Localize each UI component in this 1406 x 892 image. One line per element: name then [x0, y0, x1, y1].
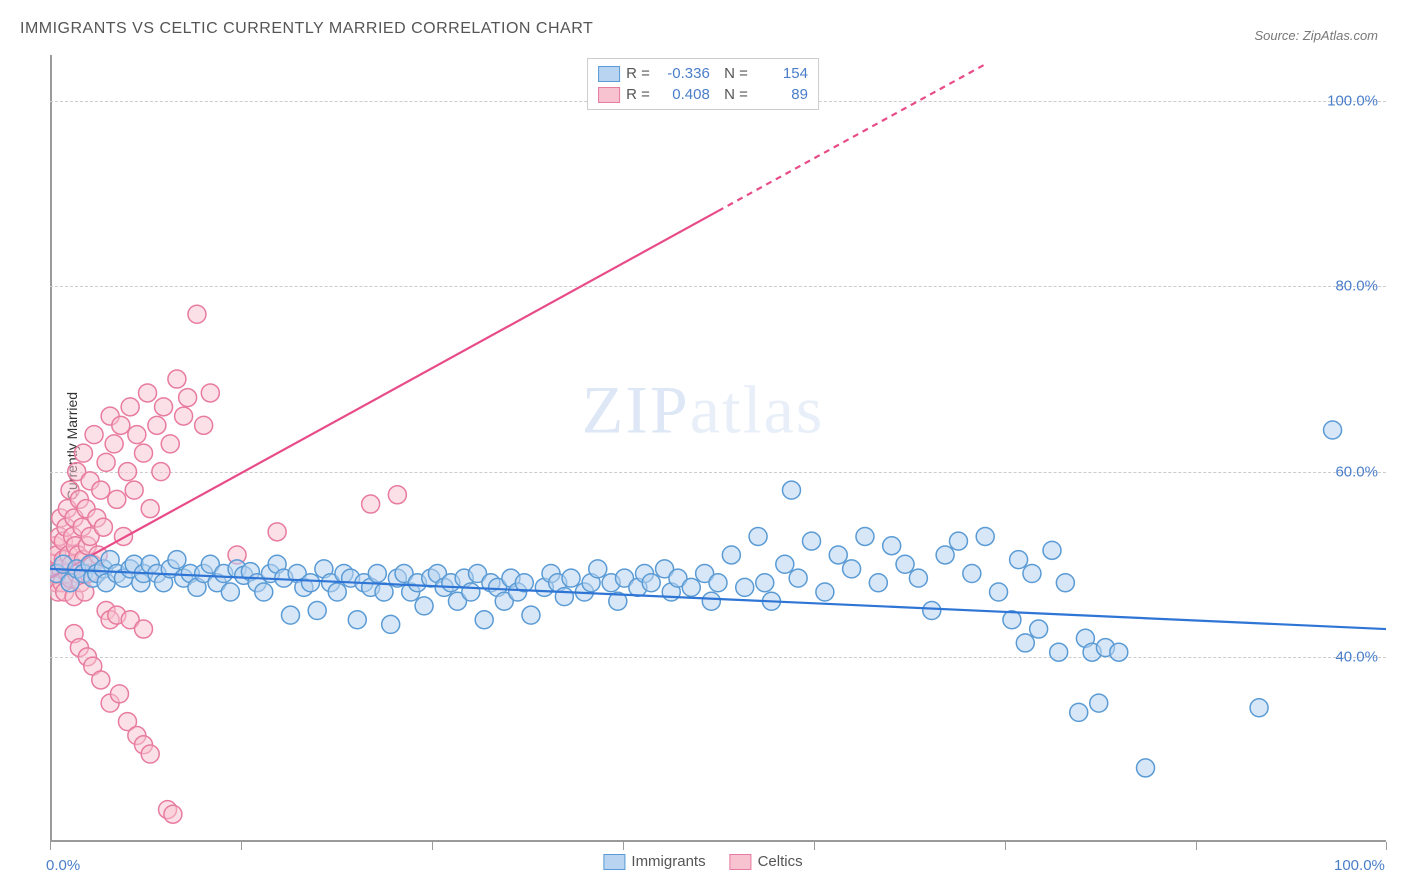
x-tick [432, 842, 433, 850]
swatch-immigrants [603, 854, 625, 870]
grid-line [50, 472, 1386, 473]
n-label: N = [716, 86, 748, 103]
swatch-celtics [730, 854, 752, 870]
x-tick [1386, 842, 1387, 850]
r-value-immigrants: -0.336 [656, 65, 710, 82]
chart-plot-area [50, 55, 1386, 842]
x-tick [241, 842, 242, 850]
chart-title: IMMIGRANTS VS CELTIC CURRENTLY MARRIED C… [20, 20, 593, 38]
x-tick [623, 842, 624, 850]
swatch-celtics [598, 87, 620, 103]
source-attribution: Source: ZipAtlas.com [1254, 28, 1378, 43]
r-label: R = [626, 86, 650, 103]
n-value-immigrants: 154 [754, 65, 808, 82]
y-tick-label: 60.0% [1335, 463, 1378, 480]
legend-item-celtics: Celtics [730, 853, 803, 870]
series-legend: Immigrants Celtics [603, 853, 802, 870]
stats-legend: R = -0.336 N = 154 R = 0.408 N = 89 [587, 58, 819, 110]
y-tick-label: 40.0% [1335, 648, 1378, 665]
x-tick-label-right: 100.0% [1334, 857, 1385, 874]
n-label: N = [716, 65, 748, 82]
x-tick [814, 842, 815, 850]
y-tick-label: 100.0% [1327, 93, 1378, 110]
stats-row-celtics: R = 0.408 N = 89 [598, 84, 808, 105]
stats-row-immigrants: R = -0.336 N = 154 [598, 63, 808, 84]
swatch-immigrants [598, 66, 620, 82]
y-tick-label: 80.0% [1335, 278, 1378, 295]
grid-line [50, 657, 1386, 658]
r-value-celtics: 0.408 [656, 86, 710, 103]
legend-item-immigrants: Immigrants [603, 853, 705, 870]
legend-label-immigrants: Immigrants [631, 853, 705, 870]
grid-line [50, 286, 1386, 287]
r-label: R = [626, 65, 650, 82]
n-value-celtics: 89 [754, 86, 808, 103]
x-tick [1005, 842, 1006, 850]
legend-label-celtics: Celtics [758, 853, 803, 870]
x-tick-label-left: 0.0% [46, 857, 80, 874]
x-tick [50, 842, 51, 850]
x-tick [1196, 842, 1197, 850]
